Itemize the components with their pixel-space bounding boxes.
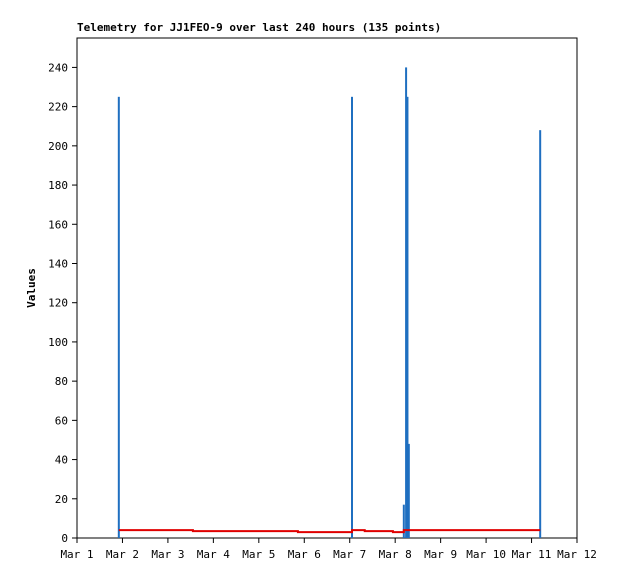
y-tick-label: 180 xyxy=(48,179,68,192)
y-tick-label: 100 xyxy=(48,336,68,349)
spike xyxy=(405,67,408,538)
x-tick-label: Mar 6 xyxy=(288,548,321,561)
y-tick-label: 0 xyxy=(61,532,68,545)
chart-title: Telemetry for JJ1FEO-9 over last 240 hou… xyxy=(77,21,441,34)
y-tick-label: 160 xyxy=(48,218,68,231)
y-tick-label: 60 xyxy=(55,414,68,427)
plot-frame xyxy=(76,37,578,539)
x-tick-label: Mar 12 xyxy=(557,548,597,561)
x-tick-label: Mar 8 xyxy=(379,548,412,561)
x-tick-label: Mar 11 xyxy=(512,548,552,561)
x-tick-label: Mar 7 xyxy=(333,548,366,561)
spike xyxy=(117,96,120,538)
spike xyxy=(406,96,409,538)
spike xyxy=(351,96,353,538)
spike xyxy=(539,130,542,538)
spike xyxy=(402,504,405,538)
y-axis-label: Values xyxy=(25,268,38,308)
line xyxy=(118,529,541,534)
x-tick-label: Mar 1 xyxy=(60,548,93,561)
x-tick-label: Mar 5 xyxy=(242,548,275,561)
x-tick-label: Mar 10 xyxy=(466,548,506,561)
y-tick-label: 240 xyxy=(48,61,68,74)
y-tick-label: 120 xyxy=(48,297,68,310)
y-tick-label: 80 xyxy=(55,375,68,388)
y-tick-label: 200 xyxy=(48,140,68,153)
x-tick-label: Mar 9 xyxy=(424,548,457,561)
x-tick-label: Mar 2 xyxy=(106,548,139,561)
y-tick-label: 140 xyxy=(48,257,68,270)
x-tick-label: Mar 4 xyxy=(197,548,230,561)
y-tick-label: 40 xyxy=(55,454,68,467)
y-tick-label: 20 xyxy=(55,493,68,506)
spike xyxy=(407,443,410,538)
y-tick-label: 220 xyxy=(48,101,68,114)
x-tick-label: Mar 3 xyxy=(151,548,184,561)
